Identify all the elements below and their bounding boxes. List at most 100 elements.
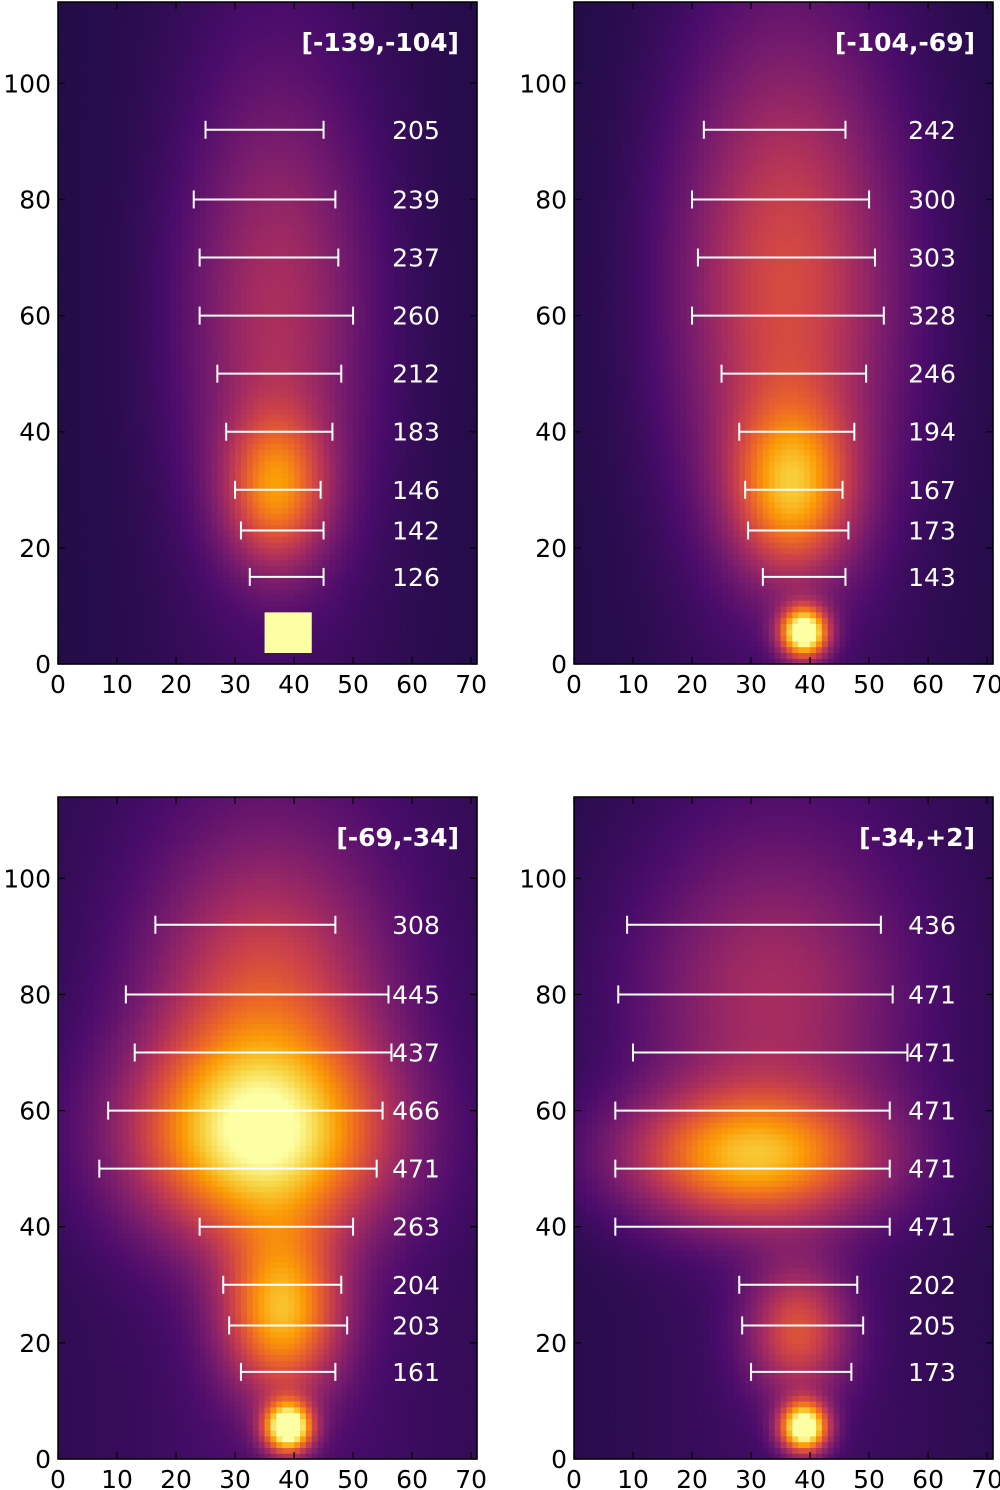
heatmap-cell <box>371 426 378 432</box>
heatmap-cell <box>58 647 65 653</box>
heatmap-cell <box>247 600 254 606</box>
heatmap-cell <box>253 287 260 293</box>
heatmap-cell <box>324 385 331 391</box>
heatmap-cell <box>353 333 360 339</box>
heatmap-cell <box>241 362 248 368</box>
heatmap-cell <box>329 623 336 629</box>
heatmap-cell <box>318 281 325 287</box>
heatmap-cell <box>247 542 254 548</box>
heatmap-cell <box>341 618 348 624</box>
heatmap-cell <box>211 490 218 496</box>
heatmap-cell <box>459 432 466 438</box>
heatmap-cell <box>347 327 354 333</box>
heatmap-cell <box>447 379 454 385</box>
heatmap-cell <box>371 641 378 647</box>
heatmap-cell <box>300 391 307 397</box>
heatmap-cell <box>105 461 112 467</box>
heatmap-cell <box>288 606 295 612</box>
heatmap-cell <box>294 647 301 653</box>
heatmap-cell <box>394 275 401 281</box>
heatmap-cell <box>206 414 213 420</box>
heatmap-cell <box>141 542 148 548</box>
heatmap-cell <box>152 530 159 536</box>
heatmap-cell <box>158 263 165 269</box>
heatmap-cell <box>93 652 100 658</box>
heatmap-cell <box>465 501 472 507</box>
heatmap-cell <box>259 449 266 455</box>
heatmap-cell <box>176 455 183 461</box>
heatmap-cell <box>300 554 307 560</box>
heatmap-cell <box>141 455 148 461</box>
heatmap-cell <box>347 374 354 380</box>
heatmap-cell <box>64 525 71 531</box>
heatmap-cell <box>270 287 277 293</box>
heatmap-cell <box>176 275 183 281</box>
heatmap-cell <box>300 519 307 525</box>
heatmap-cell <box>105 496 112 502</box>
heatmap-cell <box>300 513 307 519</box>
heatmap-cell <box>129 641 136 647</box>
heatmap-cell <box>324 461 331 467</box>
heatmap-cell <box>111 321 118 327</box>
heatmap-cell <box>82 397 89 403</box>
heatmap-cell <box>117 571 124 577</box>
heatmap-cell <box>229 269 236 275</box>
heatmap-cell <box>241 287 248 293</box>
heatmap-cell <box>300 652 307 658</box>
heatmap-cell <box>141 408 148 414</box>
heatmap-cell <box>347 525 354 531</box>
heatmap-cell <box>158 571 165 577</box>
heatmap-cell <box>88 635 95 641</box>
heatmap-cell <box>306 321 313 327</box>
heatmap-cell <box>371 397 378 403</box>
heatmap-cell <box>306 565 313 571</box>
heatmap-cell <box>93 577 100 583</box>
heatmap-cell <box>442 501 449 507</box>
heatmap-cell <box>147 519 154 525</box>
heatmap-cell <box>206 275 213 281</box>
heatmap-cell <box>217 565 224 571</box>
heatmap-cell <box>253 403 260 409</box>
heatmap-cell <box>335 600 342 606</box>
heatmap-cell <box>259 339 266 345</box>
heatmap-cell <box>206 379 213 385</box>
heatmap-cell <box>442 287 449 293</box>
heatmap-cell <box>318 641 325 647</box>
heatmap-cell <box>217 490 224 496</box>
heatmap-cell <box>306 362 313 368</box>
heatmap-cell <box>259 287 266 293</box>
heatmap-cell <box>300 548 307 554</box>
heatmap-cell <box>406 612 413 618</box>
heatmap-cell <box>282 583 289 589</box>
heatmap-cell <box>365 478 372 484</box>
heatmap-cell <box>430 641 437 647</box>
heatmap-cell <box>294 275 301 281</box>
heatmap-cell <box>459 321 466 327</box>
heatmap-cell <box>123 397 130 403</box>
heatmap-cell <box>430 287 437 293</box>
heatmap-cell <box>117 310 124 316</box>
heatmap-cell <box>82 321 89 327</box>
heatmap-cell <box>200 623 207 629</box>
heatmap-cell <box>318 455 325 461</box>
heatmap-cell <box>58 345 65 351</box>
heatmap-cell <box>152 426 159 432</box>
heatmap-cell <box>359 536 366 542</box>
heatmap-cell <box>312 327 319 333</box>
heatmap-cell <box>235 269 242 275</box>
heatmap-cell <box>105 414 112 420</box>
heatmap-cell <box>365 310 372 316</box>
heatmap-cell <box>70 379 77 385</box>
heatmap-cell <box>406 403 413 409</box>
heatmap-cell <box>371 385 378 391</box>
heatmap-cell <box>294 548 301 554</box>
heatmap-cell <box>170 478 177 484</box>
heatmap-cell <box>170 287 177 293</box>
heatmap-cell <box>88 507 95 513</box>
heatmap-cell <box>430 467 437 473</box>
heatmap-cell <box>129 327 136 333</box>
heatmap-cell <box>58 443 65 449</box>
heatmap-cell <box>406 467 413 473</box>
heatmap-cell <box>141 583 148 589</box>
heatmap-cell <box>200 449 207 455</box>
